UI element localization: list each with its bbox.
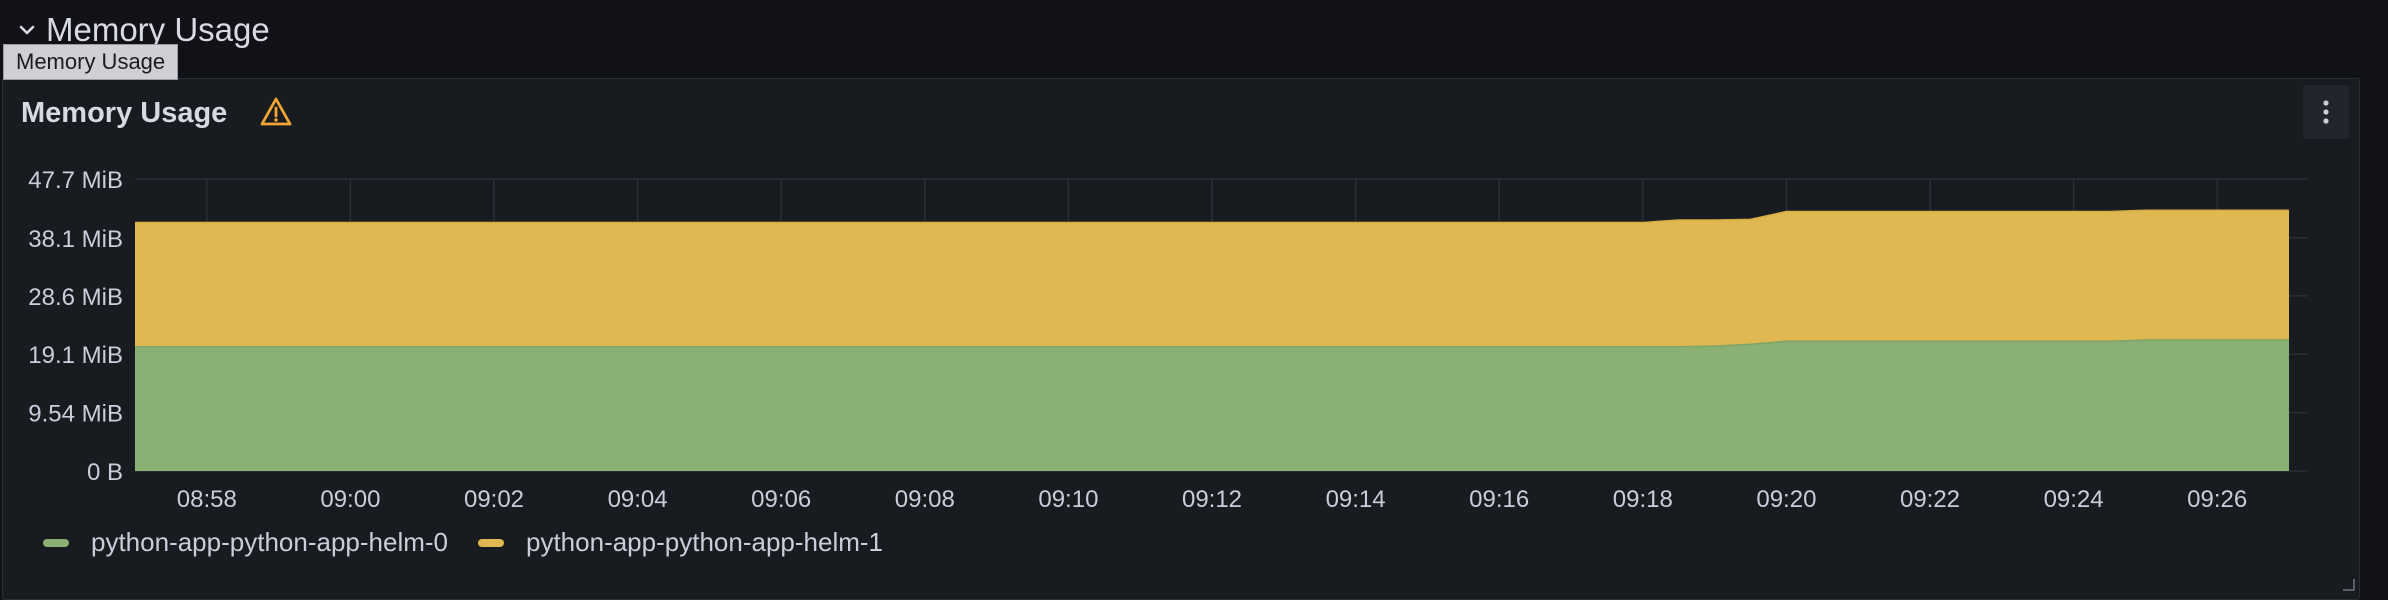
row-header-memory-usage[interactable]: Memory Usage (16, 6, 270, 54)
area-series-0 (135, 339, 2289, 471)
x-tick-label: 08:58 (177, 486, 237, 513)
legend-item-series-0[interactable]: python-app-python-app-helm-0 (43, 527, 448, 558)
x-tick-label: 09:12 (1182, 486, 1242, 513)
x-tick-label: 09:14 (1326, 486, 1386, 513)
y-tick-label: 47.7 MiB (28, 167, 123, 194)
panel-tooltip: Memory Usage (3, 44, 179, 80)
panel-title: Memory Usage (21, 97, 228, 129)
kebab-menu-icon (2323, 100, 2329, 124)
warning-triangle-icon[interactable] (259, 95, 293, 129)
x-tick-label: 09:20 (1756, 486, 1816, 513)
line-series-0 (135, 339, 2289, 348)
y-tick-label: 0 B (87, 459, 123, 486)
y-tick-label: 9.54 MiB (28, 401, 123, 428)
legend-item-series-1[interactable]: python-app-python-app-helm-1 (478, 527, 883, 558)
chevron-down-icon[interactable] (16, 19, 38, 41)
y-tick-label: 19.1 MiB (28, 342, 123, 369)
y-tick-label: 38.1 MiB (28, 226, 123, 253)
legend-swatch-series-0 (43, 538, 69, 547)
x-tick-label: 09:26 (2187, 486, 2247, 513)
legend-label-series-1: python-app-python-app-helm-1 (526, 527, 883, 557)
legend-swatch-series-1 (478, 538, 504, 547)
chart-legend: python-app-python-app-helm-0 python-app-… (43, 527, 883, 558)
x-tick-label: 09:24 (2044, 486, 2104, 513)
x-tick-label: 09:04 (608, 486, 668, 513)
panel-resize-handle[interactable] (2343, 579, 2355, 591)
line-series-1 (135, 209, 2289, 224)
x-tick-label: 09:00 (320, 486, 380, 513)
y-tick-label: 28.6 MiB (28, 284, 123, 311)
x-tick-label: 09:10 (1038, 486, 1098, 513)
memory-usage-chart[interactable]: 0 B 9.54 MiB 19.1 MiB 28.6 MiB 38.1 MiB 47.7 … (3, 79, 2359, 519)
y-axis-ticks: 0 B 9.54 MiB 19.1 MiB 28.6 MiB 38.1 MiB 47.7 … (28, 167, 123, 486)
x-tick-label: 09:16 (1469, 486, 1529, 513)
x-axis-ticks: 08:58 09:00 09:02 09:04 09:06 09:08 09:10 09:12… (177, 486, 2247, 513)
memory-usage-panel: Memory Usage 0 B 9.54 MiB 19.1 MiB 28.6 MiB… (2, 78, 2360, 600)
x-tick-label: 09:22 (1900, 486, 1960, 513)
area-series-1 (135, 210, 2289, 347)
x-tick-label: 09:02 (464, 486, 524, 513)
x-tick-label: 09:06 (751, 486, 811, 513)
chart-areas (135, 209, 2289, 471)
legend-label-series-0: python-app-python-app-helm-0 (91, 527, 448, 557)
row-title: Memory Usage (46, 11, 270, 48)
x-tick-label: 09:08 (895, 486, 955, 513)
panel-menu-button[interactable] (2303, 85, 2349, 139)
x-tick-label: 09:18 (1613, 486, 1673, 513)
